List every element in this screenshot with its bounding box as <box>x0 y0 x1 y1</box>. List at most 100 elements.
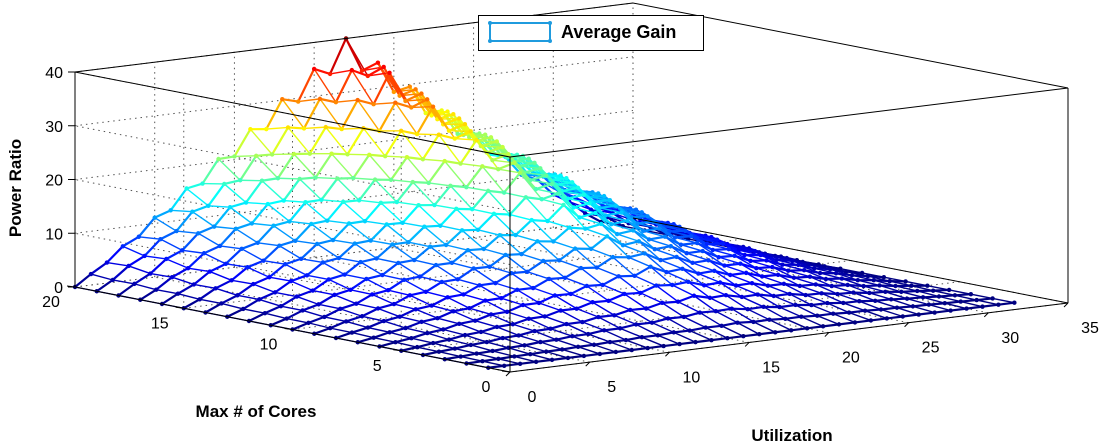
surface-segment <box>650 266 673 286</box>
surface-segment <box>531 219 554 242</box>
surface-point <box>472 318 478 323</box>
x-tick-mark <box>904 322 909 328</box>
surface-point <box>374 256 379 261</box>
surface-point <box>152 215 157 220</box>
surface-segment <box>522 304 546 318</box>
surface-segment <box>516 286 535 291</box>
surface-point <box>930 288 936 293</box>
surface-point <box>606 298 611 303</box>
surface-segment <box>473 267 496 284</box>
surface-point <box>304 273 310 278</box>
surface-segment <box>792 275 812 279</box>
surface-segment <box>810 302 829 307</box>
surface-segment <box>463 293 486 302</box>
surface-point <box>310 288 315 293</box>
surface-segment <box>272 220 291 227</box>
surface-point <box>391 89 397 95</box>
surface-segment <box>137 216 156 238</box>
surface-point <box>926 302 932 307</box>
surface-point <box>596 314 601 320</box>
surface-segment <box>895 305 915 309</box>
surface-point <box>728 272 733 278</box>
surface-point <box>796 262 801 268</box>
surface-segment <box>992 297 1015 304</box>
surface-point <box>423 289 429 294</box>
surface-point <box>642 251 647 256</box>
surface-segment <box>734 282 754 287</box>
surface-point <box>313 175 318 180</box>
surface-segment <box>444 160 467 188</box>
surface-segment <box>128 265 151 275</box>
surface-point <box>277 243 282 248</box>
surface-segment <box>874 298 893 302</box>
surface-segment <box>427 159 446 184</box>
surface-segment <box>177 292 200 301</box>
surface-segment <box>482 360 505 367</box>
surface-segment <box>302 309 325 318</box>
surface-point <box>581 192 586 198</box>
surface-segment <box>697 269 716 275</box>
surface-segment <box>316 238 335 246</box>
surface-point <box>690 260 695 266</box>
surface-segment <box>334 294 357 305</box>
grid-line <box>183 238 742 309</box>
surface-point <box>529 217 534 223</box>
surface-point <box>607 197 613 203</box>
surface-point <box>490 348 495 354</box>
surface-segment <box>277 177 300 180</box>
surface-point <box>306 320 311 326</box>
surface-point <box>538 339 543 345</box>
surface-segment <box>362 127 386 157</box>
surface-segment <box>724 294 743 299</box>
surface-point <box>578 265 584 271</box>
surface-segment <box>755 265 774 270</box>
surface-point <box>903 279 908 284</box>
surface-point <box>148 271 153 276</box>
surface-point <box>758 252 763 258</box>
surface-segment <box>763 306 786 320</box>
surface-point <box>410 179 415 185</box>
surface-segment <box>815 283 838 295</box>
surface-segment <box>160 238 183 251</box>
surface-point <box>354 301 359 306</box>
surface-segment <box>747 308 770 321</box>
surface-segment <box>421 321 444 331</box>
surface-segment <box>368 154 392 181</box>
surface-segment <box>623 291 642 296</box>
surface-point <box>110 277 115 283</box>
surface-segment <box>592 340 612 346</box>
surface-segment <box>790 327 809 332</box>
surface-segment <box>105 245 124 264</box>
surface-segment <box>612 256 636 277</box>
surface-segment <box>561 348 585 357</box>
surface-point <box>281 198 286 203</box>
surface-point <box>797 283 803 289</box>
surface-point <box>588 207 594 212</box>
surface-point <box>413 307 418 312</box>
surface-segment <box>470 344 493 352</box>
surface-point <box>546 276 552 282</box>
surface-segment <box>156 288 179 295</box>
surface-point <box>610 254 616 260</box>
x-tick-mark <box>824 332 830 337</box>
surface-point <box>586 331 591 337</box>
surface-segment <box>434 204 457 210</box>
surface-segment <box>429 246 453 264</box>
surface-segment <box>387 289 411 296</box>
surface-segment <box>774 329 793 334</box>
surface-segment <box>653 245 672 251</box>
surface-point <box>544 349 549 354</box>
surface-segment <box>901 313 920 318</box>
surface-segment <box>385 155 407 158</box>
surface-point <box>717 280 723 285</box>
surface-segment <box>574 248 598 269</box>
surface-segment <box>550 356 570 361</box>
surface-segment <box>660 259 683 270</box>
surface-segment <box>224 247 243 265</box>
surface-point <box>532 160 537 165</box>
surface-segment <box>487 189 506 194</box>
surface-segment <box>582 321 605 331</box>
surface-point <box>749 281 755 286</box>
surface-point <box>807 274 813 279</box>
surface-point <box>543 173 549 178</box>
